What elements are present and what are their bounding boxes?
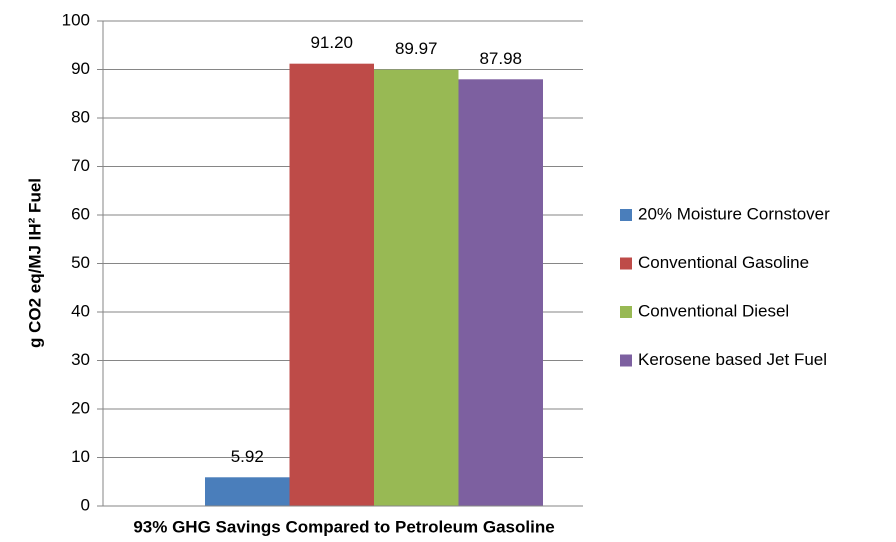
data-label: 91.20 bbox=[310, 33, 353, 52]
bar bbox=[289, 63, 374, 507]
y-tick-label: 10 bbox=[71, 447, 90, 466]
legend-label: Conventional Gasoline bbox=[638, 253, 809, 272]
y-tick-label: 60 bbox=[71, 204, 90, 223]
bar bbox=[205, 477, 290, 506]
y-tick-label: 20 bbox=[71, 398, 90, 417]
y-tick-label: 30 bbox=[71, 350, 90, 369]
legend-label: 20% Moisture Cornstover bbox=[638, 204, 830, 223]
legend-swatch bbox=[620, 306, 632, 318]
y-axis-label: g CO2 eq/MJ IH² Fuel bbox=[25, 178, 44, 348]
legend-swatch bbox=[620, 209, 632, 221]
data-label: 89.97 bbox=[395, 39, 438, 58]
legend-swatch bbox=[620, 257, 632, 270]
y-tick-label: 100 bbox=[62, 10, 90, 29]
y-tick-label: 40 bbox=[71, 301, 90, 320]
y-tick-label: 70 bbox=[71, 156, 90, 175]
data-label: 5.92 bbox=[231, 447, 264, 466]
y-tick-label: 0 bbox=[81, 495, 90, 514]
y-tick-label: 80 bbox=[71, 107, 90, 126]
x-axis-label: 93% GHG Savings Compared to Petroleum Ga… bbox=[133, 517, 554, 536]
y-tick-label: 50 bbox=[71, 253, 90, 272]
y-tick-label: 90 bbox=[71, 59, 90, 78]
bar bbox=[374, 69, 459, 506]
legend-label: Kerosene based Jet Fuel bbox=[638, 350, 827, 369]
bar bbox=[458, 79, 543, 506]
data-label: 87.98 bbox=[479, 49, 522, 68]
legend-label: Conventional Diesel bbox=[638, 301, 789, 320]
legend-swatch bbox=[620, 354, 632, 367]
